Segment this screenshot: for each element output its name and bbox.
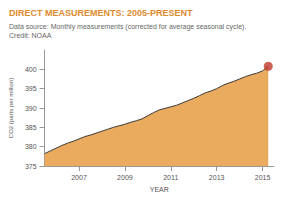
svg-text:385: 385 [25, 124, 37, 131]
svg-text:2009: 2009 [117, 174, 133, 181]
svg-text:YEAR: YEAR [150, 186, 169, 193]
svg-text:2013: 2013 [209, 174, 225, 181]
svg-text:390: 390 [25, 105, 37, 112]
svg-text:Data source: Monthly measureme: Data source: Monthly measurements (corre… [9, 23, 248, 31]
svg-text:395: 395 [25, 85, 37, 92]
svg-text:DIRECT MEASUREMENTS: 2005-PRES: DIRECT MEASUREMENTS: 2005-PRESENT [9, 8, 193, 18]
svg-text:375: 375 [25, 163, 37, 170]
svg-text:2011: 2011 [163, 174, 178, 181]
svg-text:Credit: NOAA: Credit: NOAA [9, 32, 52, 39]
svg-text:380: 380 [25, 143, 37, 150]
svg-text:2015: 2015 [255, 174, 271, 181]
svg-text:CO2 (parts per million): CO2 (parts per million) [8, 78, 14, 138]
svg-text:2007: 2007 [71, 174, 87, 181]
svg-text:400: 400 [25, 66, 37, 73]
